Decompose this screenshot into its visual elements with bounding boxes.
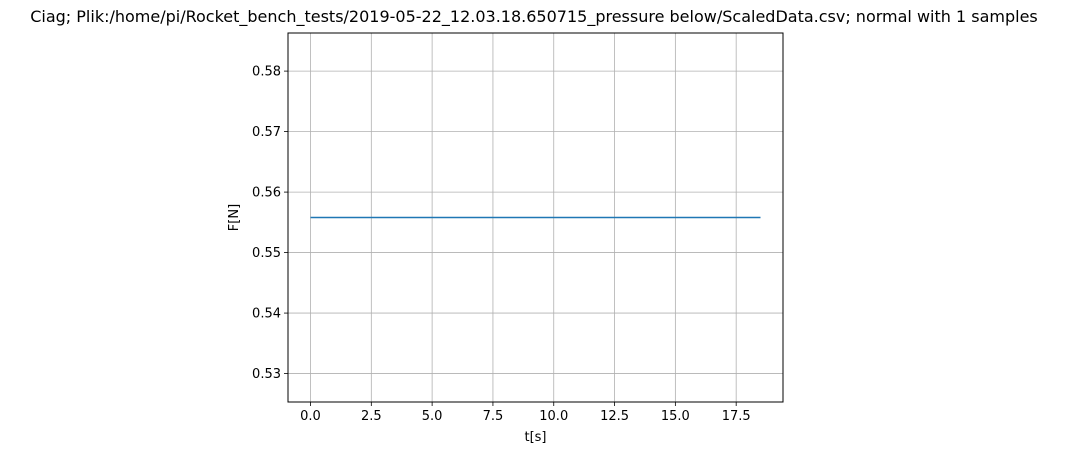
x-tick-label: 5.0: [422, 409, 443, 424]
y-tick-label: 0.58: [252, 65, 281, 80]
y-axis: 0.53 0.54 0.55 0.56 0.57 0.58: [252, 65, 288, 382]
x-axis-label: t[s]: [524, 430, 546, 445]
x-tick-label: 7.5: [483, 409, 504, 424]
y-axis-label: F[N]: [227, 204, 242, 231]
chart-title: Ciag; Plik:/home/pi/Rocket_bench_tests/2…: [30, 7, 1038, 27]
y-tick-label: 0.57: [252, 125, 281, 140]
x-tick-label: 17.5: [722, 409, 751, 424]
x-tick-label: 12.5: [600, 409, 629, 424]
x-tick-label: 10.0: [539, 409, 568, 424]
x-axis: 0.0 2.5 5.0 7.5 10.0 12.5 15.0 17.5: [300, 402, 751, 424]
y-tick-label: 0.55: [252, 246, 281, 261]
plot-area-frame: [287, 32, 784, 403]
y-tick-label: 0.56: [252, 186, 281, 201]
x-tick-label: 15.0: [661, 409, 690, 424]
y-tick-label: 0.54: [252, 307, 281, 322]
y-tick-label: 0.53: [252, 367, 281, 382]
x-tick-label: 0.0: [300, 409, 321, 424]
x-tick-label: 2.5: [361, 409, 382, 424]
